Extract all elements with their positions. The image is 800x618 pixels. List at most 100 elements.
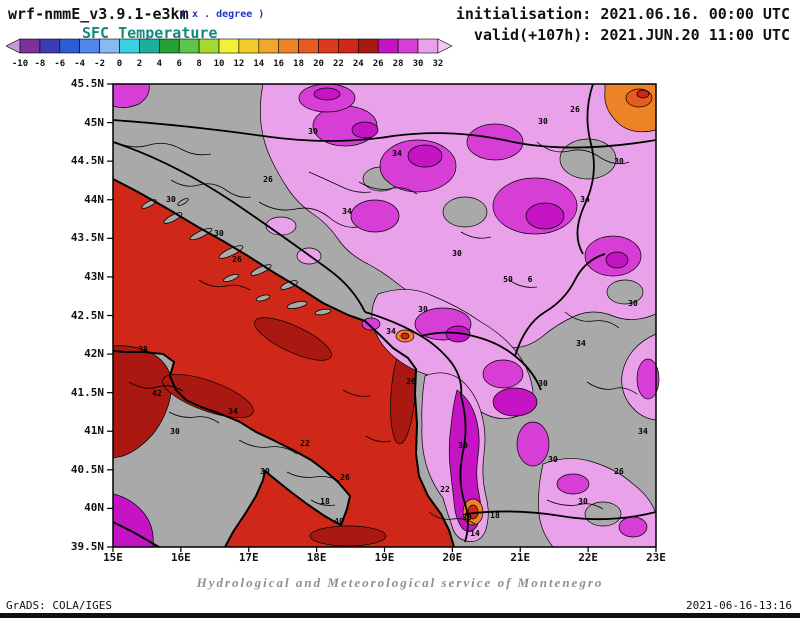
svg-text:32: 32 xyxy=(432,59,443,69)
plot-frame xyxy=(112,83,657,548)
weather-map: 30 26 34 30 26 34 30 26 30 30 34 30 50 6 30 34 30 30 34 26 3… xyxy=(107,83,660,552)
lat-label: 42.5N xyxy=(70,308,104,322)
lat-label: 43.5N xyxy=(70,231,104,245)
model-note: ( x . degree ) xyxy=(180,9,265,20)
svg-text:30: 30 xyxy=(308,127,318,136)
svg-text:30: 30 xyxy=(458,441,468,450)
svg-text:2: 2 xyxy=(137,59,142,69)
svg-text:34: 34 xyxy=(228,407,238,416)
warm-anomaly-regions xyxy=(112,83,660,548)
svg-text:10: 10 xyxy=(214,59,225,69)
svg-text:28: 28 xyxy=(393,59,404,69)
svg-text:26: 26 xyxy=(232,255,242,264)
svg-text:24: 24 xyxy=(353,59,364,69)
svg-text:18: 18 xyxy=(293,59,304,69)
svg-text:26: 26 xyxy=(614,467,624,476)
svg-text:34: 34 xyxy=(386,327,396,336)
svg-text:6: 6 xyxy=(528,275,533,284)
lat-label: 39.5N xyxy=(70,540,104,553)
contour-value-labels: 30 26 34 30 26 34 30 26 30 30 34 30 50 6 30 34 30 30 34 26 3… xyxy=(138,105,648,538)
svg-text:-2: -2 xyxy=(94,59,105,69)
svg-text:-10: -10 xyxy=(12,59,28,69)
lon-label: 16E xyxy=(170,551,191,564)
grads-stamp: GrADS: COLA/IGES xyxy=(6,599,112,612)
svg-text:26: 26 xyxy=(263,175,273,184)
lon-label: 17E xyxy=(238,551,259,564)
country-borders xyxy=(112,83,657,543)
svg-text:22: 22 xyxy=(333,59,344,69)
creation-timestamp: 2021-06-16-13:16 xyxy=(686,599,792,612)
svg-text:-4: -4 xyxy=(74,59,85,69)
model-title: wrf-nmmE_v3.9.1-e3km xyxy=(8,5,189,23)
lon-label: 15E xyxy=(103,551,123,564)
svg-text:30: 30 xyxy=(418,305,428,314)
svg-text:30: 30 xyxy=(260,467,270,476)
lat-label: 42N xyxy=(84,347,104,361)
svg-text:26: 26 xyxy=(340,473,350,482)
svg-text:26: 26 xyxy=(570,105,580,114)
svg-text:22: 22 xyxy=(300,439,310,448)
svg-text:4: 4 xyxy=(157,59,163,69)
lat-label: 44.5N xyxy=(70,154,104,168)
field-title: SFC Temperature xyxy=(82,24,218,42)
svg-text:30: 30 xyxy=(214,229,224,238)
svg-text:30: 30 xyxy=(578,497,588,506)
service-credit: Hydrological and Meteorological service … xyxy=(196,575,604,590)
svg-text:30: 30 xyxy=(170,427,180,436)
lat-label: 41.5N xyxy=(70,385,104,399)
lon-label: 21E xyxy=(510,551,531,564)
valid-time-label: valid(+107h): 2021.JUN.20 11:00 UTC xyxy=(473,26,790,44)
svg-text:30: 30 xyxy=(548,455,558,464)
lon-label: 19E xyxy=(374,551,395,564)
svg-text:0: 0 xyxy=(117,59,122,69)
svg-text:18: 18 xyxy=(320,497,330,506)
svg-text:14: 14 xyxy=(470,529,480,538)
svg-text:6: 6 xyxy=(176,59,181,69)
lat-label: 45N xyxy=(84,115,104,129)
svg-text:-6: -6 xyxy=(54,59,65,69)
lat-label: 40.5N xyxy=(70,462,104,476)
lon-label: 23E xyxy=(646,551,666,564)
svg-text:34: 34 xyxy=(342,207,352,216)
svg-text:22: 22 xyxy=(440,485,450,494)
svg-text:26: 26 xyxy=(373,59,384,69)
svg-text:18: 18 xyxy=(490,511,500,520)
svg-text:30: 30 xyxy=(166,195,176,204)
svg-text:30: 30 xyxy=(538,117,548,126)
init-time-label: initialisation: 2021.06.16. 00:00 UTC xyxy=(455,5,790,23)
svg-text:34: 34 xyxy=(392,149,402,158)
temperature-colorbar: -10 -8 -6 -4 -2 0 2 4 6 8 10 12 14 16 18 20 22 24 26 28 30 32 xyxy=(6,38,453,69)
svg-text:-8: -8 xyxy=(34,59,45,69)
sea-dark-patches xyxy=(112,317,416,547)
lat-label: 40N xyxy=(84,501,104,515)
svg-text:14: 14 xyxy=(253,59,264,69)
svg-text:26: 26 xyxy=(406,377,416,386)
lat-label: 41N xyxy=(84,424,104,438)
svg-text:40: 40 xyxy=(334,517,344,526)
svg-text:30: 30 xyxy=(538,379,548,388)
svg-text:30: 30 xyxy=(614,157,624,166)
svg-text:34: 34 xyxy=(580,195,590,204)
bottom-border-bar xyxy=(0,613,800,618)
svg-text:34: 34 xyxy=(638,427,648,436)
svg-text:30: 30 xyxy=(628,299,638,308)
svg-text:12: 12 xyxy=(233,59,244,69)
lat-label: 45.5N xyxy=(70,77,104,90)
lat-label: 44N xyxy=(84,192,104,206)
svg-text:34: 34 xyxy=(576,339,586,348)
svg-text:30: 30 xyxy=(462,513,472,522)
svg-text:42: 42 xyxy=(152,389,162,398)
svg-text:30: 30 xyxy=(452,249,462,258)
lon-label: 22E xyxy=(578,551,599,564)
svg-text:20: 20 xyxy=(313,59,324,69)
svg-text:8: 8 xyxy=(196,59,201,69)
svg-text:38: 38 xyxy=(138,345,148,354)
lon-label: 18E xyxy=(306,551,327,564)
coastlines xyxy=(112,178,455,548)
axis-ticks xyxy=(107,83,657,552)
svg-text:16: 16 xyxy=(273,59,284,69)
lon-label: 20E xyxy=(442,551,463,564)
svg-text:30: 30 xyxy=(413,59,424,69)
svg-text:50: 50 xyxy=(503,275,513,284)
